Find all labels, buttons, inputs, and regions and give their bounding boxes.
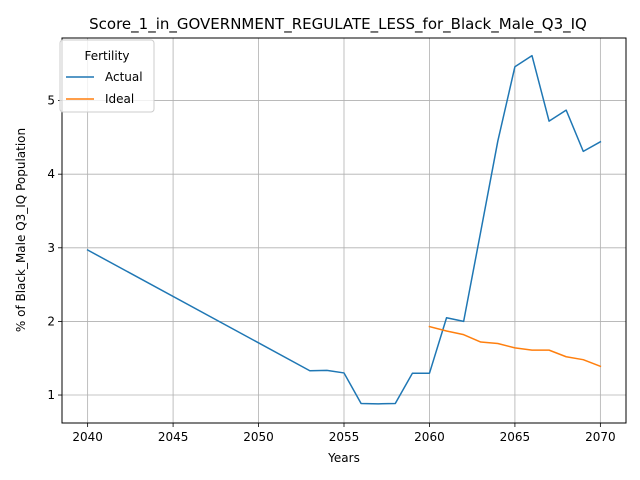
y-tick-label: 2 xyxy=(47,314,55,328)
x-tick-label: 2050 xyxy=(243,430,274,444)
y-tick-label: 4 xyxy=(47,167,55,181)
legend: Fertility Actual Ideal xyxy=(59,39,155,113)
series-line-actual xyxy=(86,54,602,405)
x-tick-label: 2060 xyxy=(414,430,445,444)
x-tick-label: 2045 xyxy=(158,430,189,444)
x-axis-label: Years xyxy=(327,451,360,465)
x-tick-label: 2070 xyxy=(585,430,616,444)
legend-title: Fertility xyxy=(84,49,129,63)
chart-title: Score_1_in_GOVERNMENT_REGULATE_LESS_for_… xyxy=(89,15,587,34)
x-tick-label: 2065 xyxy=(500,430,531,444)
legend-label-actual: Actual xyxy=(105,70,143,84)
y-tick-label: 1 xyxy=(47,388,55,402)
y-tick-label: 5 xyxy=(47,94,55,108)
y-axis-label: % of Black_Male Q3_IQ Population xyxy=(14,128,28,332)
x-tick-label: 2040 xyxy=(72,430,103,444)
legend-box xyxy=(59,39,155,113)
legend-label-ideal: Ideal xyxy=(105,92,134,106)
x-tick-label: 2055 xyxy=(329,430,360,444)
series-line-ideal xyxy=(428,325,602,368)
y-tick-label: 3 xyxy=(47,241,55,255)
grid xyxy=(62,38,626,423)
series-lines xyxy=(86,54,602,405)
axis-ticks: 2040 2045 2050 2055 2060 2065 2070 1 2 3 4 5 xyxy=(47,94,615,444)
